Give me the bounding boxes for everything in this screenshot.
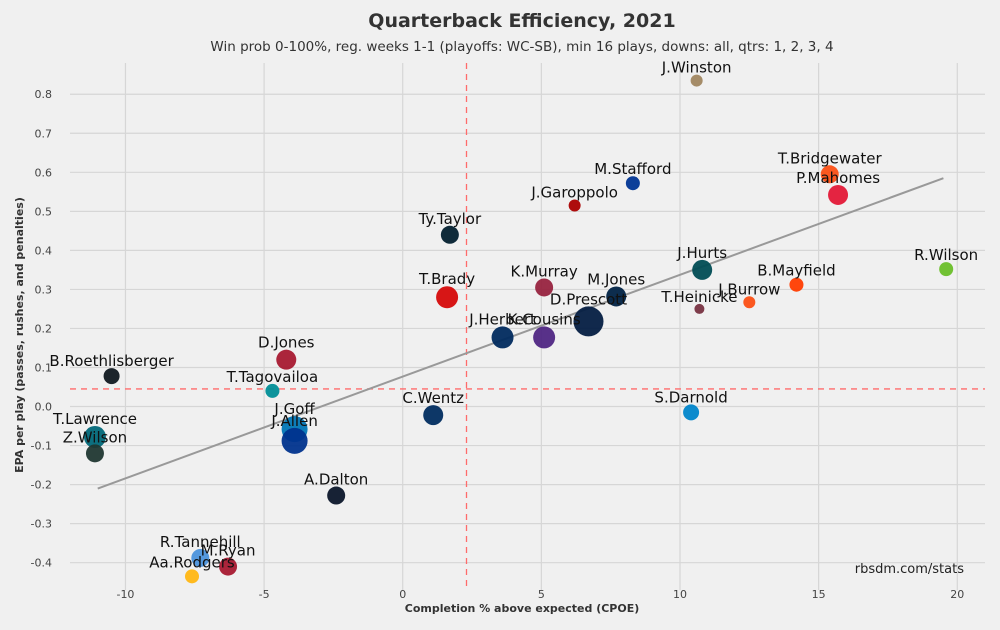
trend-line (97, 177, 944, 490)
qb-point-label: C.Wentz (402, 389, 464, 407)
qb-point-label: Ty.Taylor (418, 210, 482, 228)
qb-point (85, 444, 104, 463)
qb-point (423, 405, 444, 426)
qb-point (491, 326, 514, 349)
qb-point-label: J.Goff (273, 400, 315, 418)
y-tick-label: -0.4 (31, 557, 52, 570)
qb-point-label: J.Winston (661, 59, 732, 77)
qb-point-label: P.Mahomes (796, 169, 880, 187)
qb-point-label: M.Jones (587, 270, 645, 288)
qb-point-label: T.Tagovailoa (226, 368, 319, 386)
point-labels: J.Winston T.Bridgewater P.Mahomes M.Staffor… (49, 59, 978, 572)
qb-point (185, 569, 199, 584)
x-tick-label: 0 (399, 588, 406, 601)
y-tick-label: -0.1 (31, 440, 52, 453)
qb-point-label: B.Roethlisberger (49, 352, 174, 370)
qb-point-label: T.Heinicke (660, 288, 737, 306)
qb-point-label: K.Murray (511, 262, 578, 280)
x-tick-label: -5 (259, 588, 270, 601)
qb-point-label: Z.Wilson (63, 428, 127, 446)
chart-subtitle: Win prob 0-100%, reg. weeks 1-1 (playoff… (210, 39, 833, 55)
x-tick-label: 20 (950, 588, 964, 601)
y-tick-label: 0.7 (35, 127, 53, 140)
y-tick-label: 0.1 (35, 361, 53, 374)
data-points (83, 74, 954, 584)
qb-point-label: D.Prescott (550, 290, 627, 308)
qb-point (789, 277, 804, 292)
qb-point (692, 259, 713, 280)
qb-point (219, 557, 238, 576)
qb-point (683, 404, 700, 421)
qb-point-label: D.Jones (258, 334, 315, 352)
axis-ticks: -10 -5 0 5 10 15 20 -0.4 -0.3 -0.2 -0.1 0.0 0.1 0.2 0.… (31, 88, 965, 601)
x-tick-label: 15 (812, 588, 826, 601)
qb-point-label: M.Ryan (201, 542, 256, 560)
qb-point-label: Aa.Rodgers (149, 553, 235, 571)
qb-point (191, 548, 210, 567)
qb-point-label: J.Herbert (468, 310, 536, 328)
y-tick-label: 0.0 (35, 401, 53, 414)
qb-point (625, 176, 640, 191)
qb-point (327, 486, 346, 505)
qb-point-label: T.Bridgewater (777, 149, 883, 167)
y-tick-label: -0.3 (31, 518, 52, 531)
x-tick-label: 5 (538, 588, 545, 601)
grid-lines (70, 63, 985, 590)
qb-point (573, 306, 604, 337)
qb-point (281, 427, 308, 454)
qb-point (828, 184, 849, 205)
y-tick-label: 0.5 (35, 205, 53, 218)
y-tick-label: 0.2 (35, 322, 53, 335)
y-tick-label: 0.6 (35, 166, 53, 179)
qb-point-label: J.Allen (270, 412, 318, 430)
reference-lines (70, 63, 985, 590)
qb-point (276, 349, 297, 370)
qb-point-label: J.Hurts (676, 244, 727, 262)
qb-point-label: J.Burrow (717, 280, 780, 298)
y-tick-label: 0.3 (35, 283, 53, 296)
qb-point-label: M.Stafford (594, 160, 671, 178)
y-tick-label: 0.8 (35, 88, 53, 101)
y-tick-label: -0.2 (31, 479, 52, 492)
qb-point (939, 262, 954, 277)
qb-point-label: K.Cousins (508, 310, 581, 328)
qb-point (533, 326, 556, 349)
qb-point-label: T.Lawrence (52, 410, 137, 428)
qb-point (83, 425, 106, 448)
qb-point (436, 286, 459, 309)
x-tick-label: -10 (116, 588, 134, 601)
qb-point-label: T.Brady (418, 270, 475, 288)
qb-point-label: R.Wilson (914, 246, 978, 264)
qb-point (690, 74, 703, 87)
x-axis-label: Completion % above expected (CPOE) (405, 602, 640, 615)
qb-point (265, 383, 280, 398)
qb-point-label: A.Dalton (304, 471, 368, 489)
y-tick-label: 0.4 (35, 244, 53, 257)
qb-point-label: R.Tannehill (160, 533, 241, 551)
qb-point (743, 296, 756, 309)
qb-point-label: B.Mayfield (757, 262, 835, 280)
y-axis-label: EPA per play (passes, rushes, and penalt… (13, 197, 26, 473)
qb-point-label: J.Garoppolo (530, 183, 618, 201)
qb-point (103, 368, 120, 385)
qb-point (820, 165, 839, 184)
source-caption: rbsdm.com/stats (855, 562, 964, 577)
qb-point (535, 278, 554, 297)
qb-point-label: S.Darnold (654, 388, 727, 406)
qb-point (568, 199, 581, 212)
qb-point (440, 225, 459, 244)
qb-point (694, 303, 705, 314)
x-tick-label: 10 (673, 588, 687, 601)
chart-title: Quarterback Efficiency, 2021 (368, 10, 675, 32)
qb-point (606, 286, 627, 307)
